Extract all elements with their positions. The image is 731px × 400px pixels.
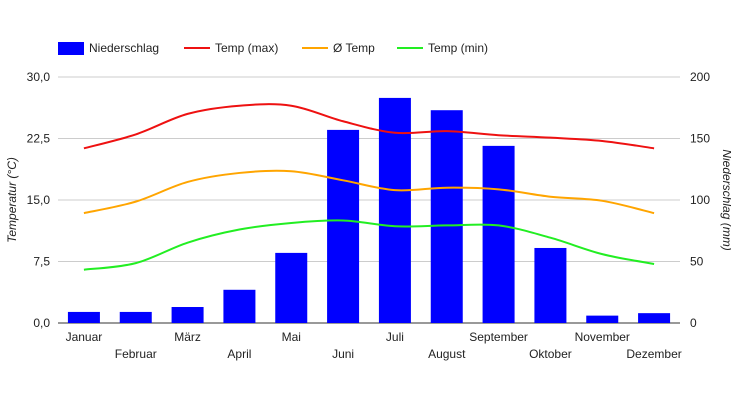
left-tick-label: 0,0 [33, 316, 50, 330]
precipitation-bar [171, 307, 204, 323]
x-tick-label: Oktober [529, 347, 572, 361]
x-axis-ticks: Januar Februar März April Mai Juni Juli AugustS… [66, 330, 682, 361]
precipitation-bar [275, 252, 308, 323]
precipitation-bar [119, 311, 152, 323]
left-tick-label: 22,5 [27, 132, 51, 146]
right-tick-label: 200 [690, 70, 710, 84]
x-tick-label: April [227, 347, 251, 361]
legend-swatch-precipitation [58, 42, 84, 55]
left-axis-title: Temperatur (°C) [5, 157, 19, 243]
precipitation-bar [67, 311, 100, 323]
right-tick-label: 150 [690, 132, 710, 146]
precipitation-bar [223, 289, 256, 323]
line-temp-min [83, 219, 655, 271]
temperature-lines [83, 103, 655, 271]
x-tick-label: Januar [66, 330, 103, 344]
legend-label: Temp (min) [428, 41, 488, 55]
precipitation-bar [378, 97, 411, 323]
right-axis-title: Niederschlag (mm) [720, 149, 731, 250]
left-tick-label: 15,0 [27, 193, 51, 207]
x-tick-label: November [575, 330, 630, 344]
legend: Niederschlag Temp (max) Ø Temp Temp (min) [58, 41, 488, 55]
x-tick-label: März [174, 330, 201, 344]
x-tick-label: Mai [282, 330, 301, 344]
right-tick-label: 0 [690, 316, 697, 330]
x-tick-label: Dezember [626, 347, 681, 361]
legend-label: Ø Temp [333, 41, 375, 55]
precipitation-bar [586, 315, 619, 323]
precipitation-bar [534, 247, 567, 323]
x-tick-label: Juni [332, 347, 354, 361]
right-tick-label: 50 [690, 255, 704, 269]
x-tick-label: Februar [115, 347, 157, 361]
left-tick-label: 30,0 [27, 70, 51, 84]
gridlines [58, 76, 680, 324]
legend-label: Niederschlag [89, 41, 159, 55]
x-tick-label: September [469, 330, 528, 344]
right-tick-label: 100 [690, 193, 710, 207]
precipitation-bar [430, 110, 463, 324]
legend-label: Temp (max) [215, 41, 278, 55]
line-temp-max [83, 103, 655, 150]
precipitation-bar [327, 129, 360, 323]
precipitation-bar [638, 313, 671, 323]
left-tick-label: 7,5 [33, 255, 50, 269]
x-tick-label: August [428, 347, 466, 361]
right-axis-ticks: 0 50 100 150 200 [690, 70, 710, 330]
precipitation-bar [482, 145, 515, 323]
precipitation-bars [67, 97, 671, 324]
left-axis-ticks: 0,0 7,5 15,0 22,5 30,0 [27, 70, 51, 330]
line-temp [83, 169, 655, 215]
x-tick-label: Juli [386, 330, 404, 344]
